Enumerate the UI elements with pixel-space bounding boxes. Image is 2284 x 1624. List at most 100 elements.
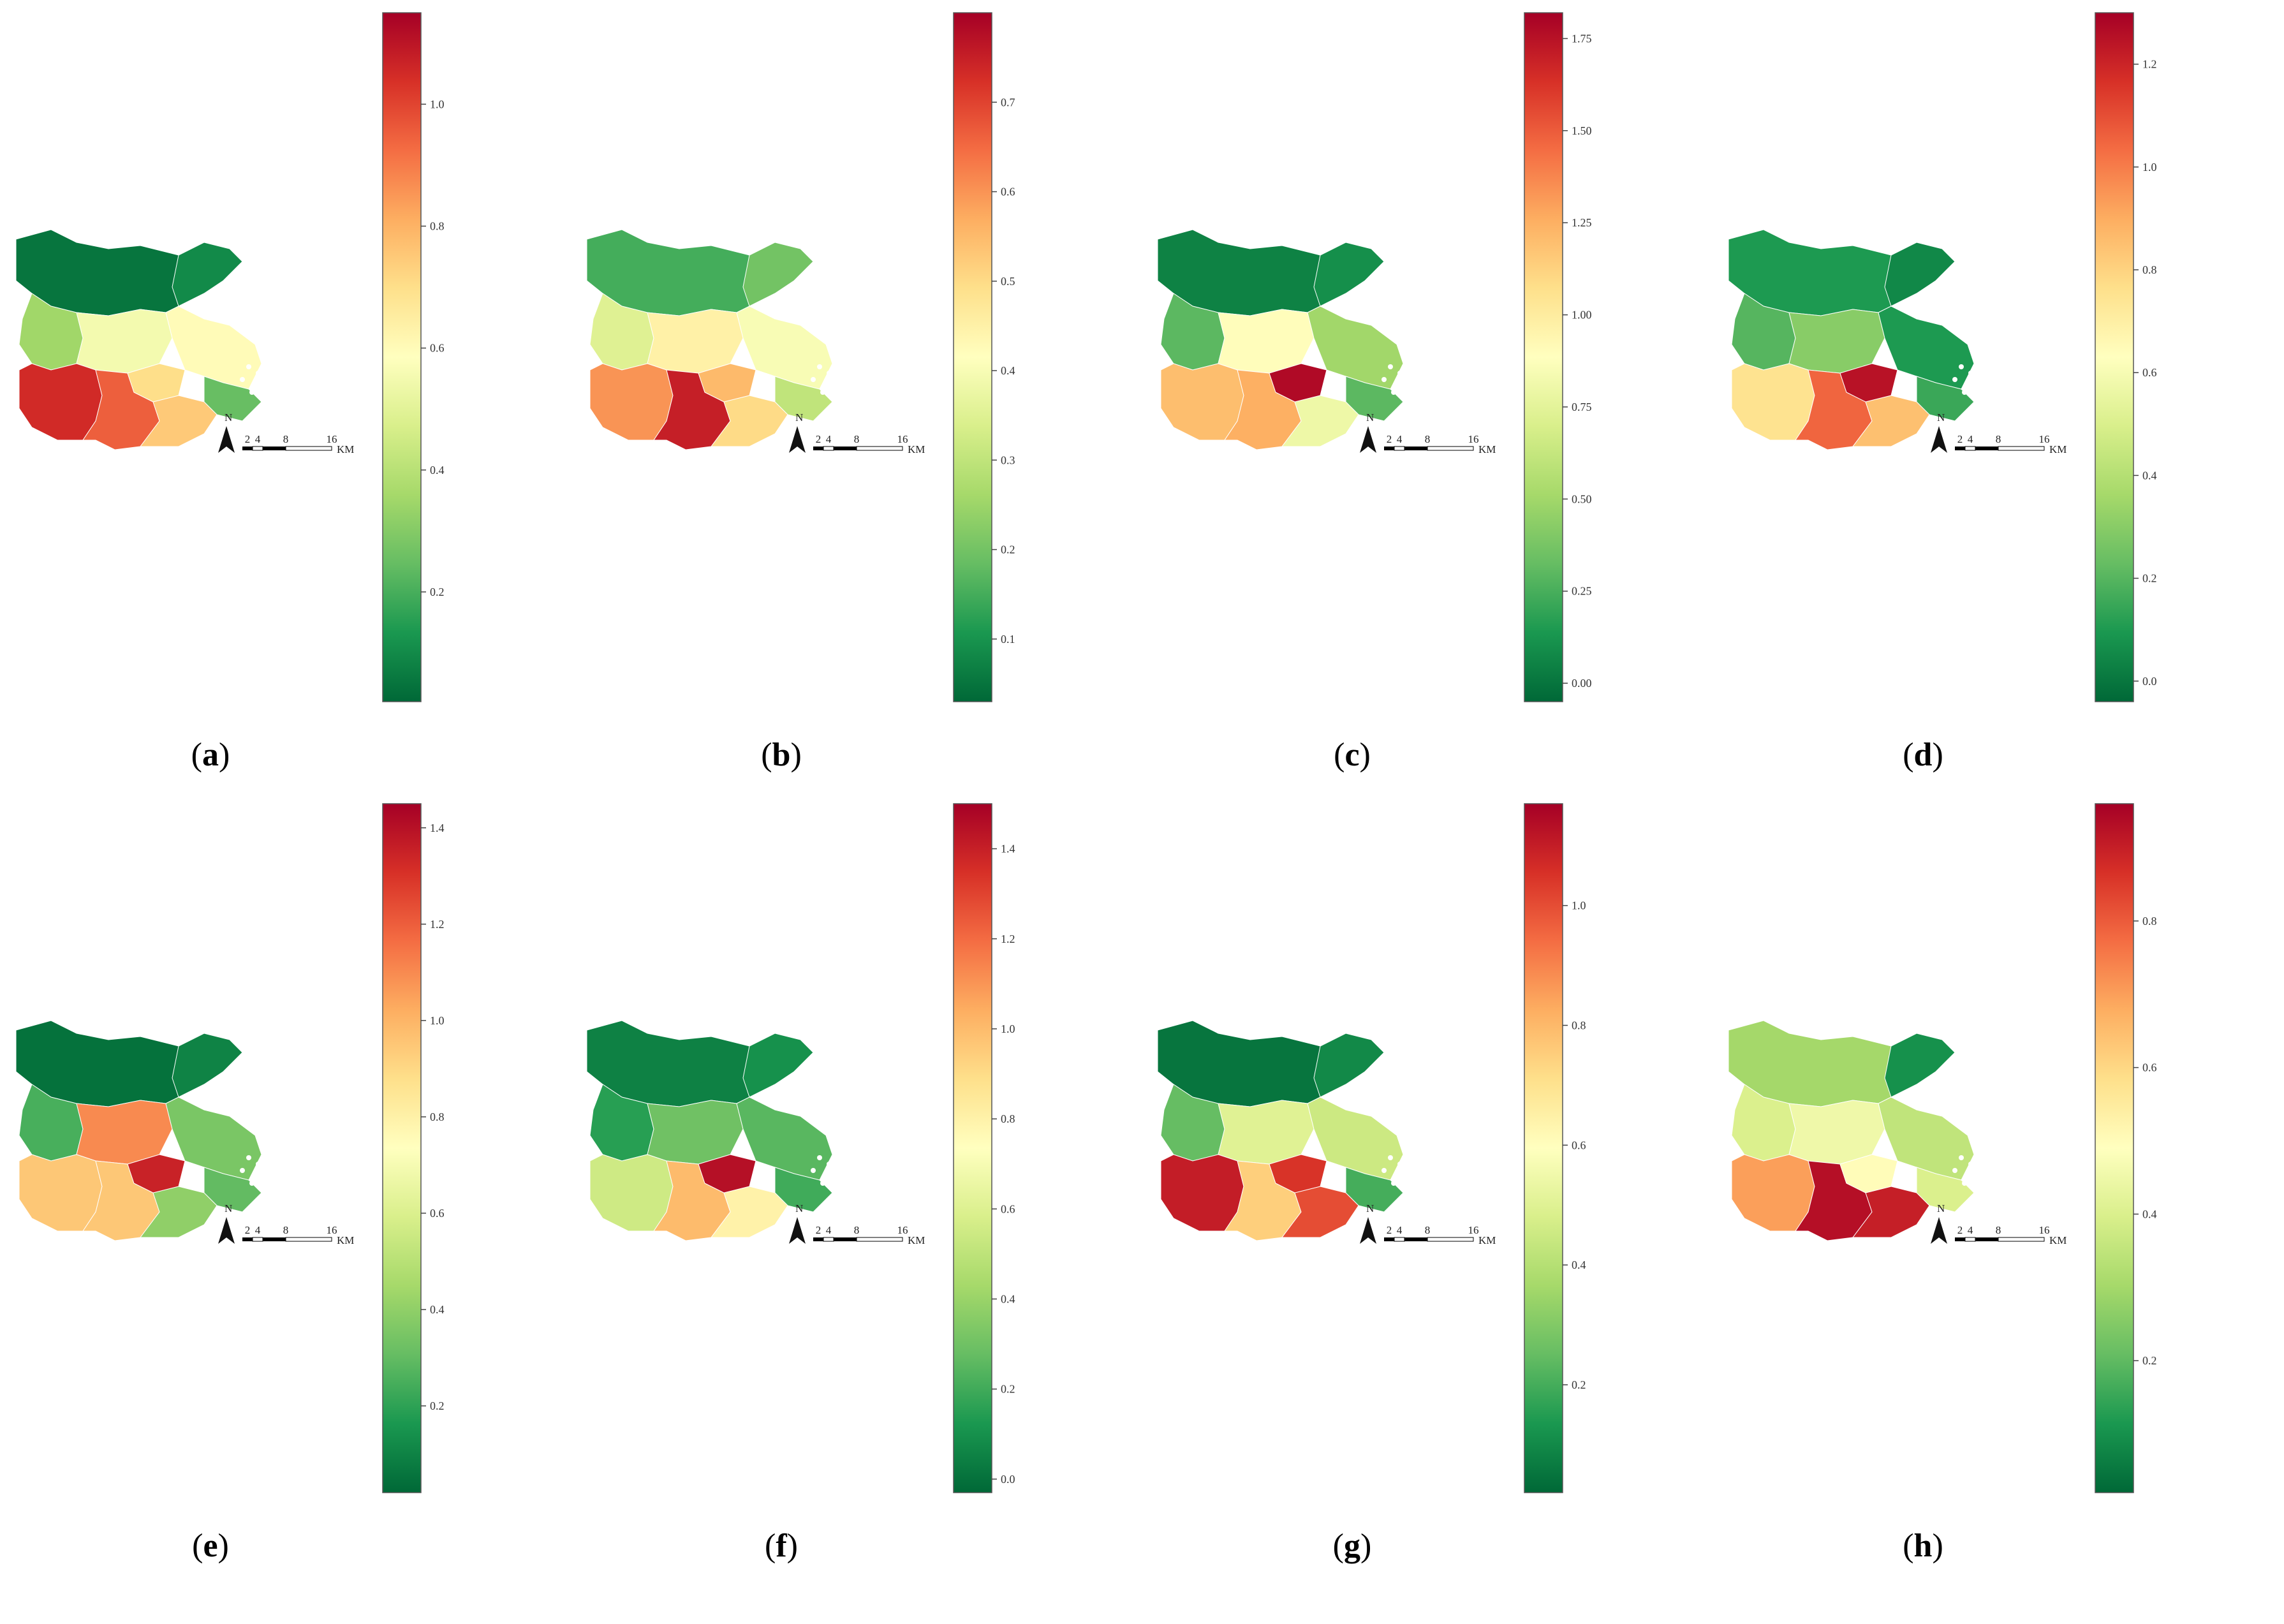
north-label: N <box>795 411 803 424</box>
colorbar-tick-label: 0.2 <box>430 586 445 598</box>
region-north-east <box>1313 1033 1385 1098</box>
colorbar-tick-label: 0.4 <box>2142 469 2157 482</box>
colorbar-b: 0.1 0.2 0.3 0.4 0.5 0.6 0.7 <box>953 12 1015 702</box>
scale-tick-label: 8 <box>1996 433 2001 445</box>
colorbar-tick-label: 0.1 <box>1001 633 1015 646</box>
colorbar-f: 0.0 0.2 0.4 0.6 0.8 1.0 1.2 1.4 <box>953 803 1015 1493</box>
colorbar-tick-label: 0.0 <box>1001 1473 1015 1486</box>
colorbar-tick-label: 0.4 <box>2142 1207 2157 1220</box>
colorbar-tick-label: 0.8 <box>2142 915 2157 927</box>
colorbar-tick-label: 1.2 <box>430 918 445 931</box>
scale-tick-label: 4 <box>255 1224 261 1236</box>
north-label: N <box>795 1202 803 1214</box>
region-middle-east <box>165 306 262 390</box>
region-south-west <box>589 1154 674 1232</box>
scale-tick-label: 8 <box>1996 1224 2001 1236</box>
region-middle-center <box>76 1100 173 1165</box>
colorbar-tick-label: 0.8 <box>1001 1112 1015 1125</box>
island-2 <box>811 377 816 382</box>
colorbar-tick-label: 0.2 <box>2142 1354 2157 1367</box>
north-arrow-icon <box>789 426 806 453</box>
colorbar-tick-label: 0.4 <box>1572 1259 1586 1271</box>
island-1 <box>827 371 832 376</box>
panel-label: (g) <box>1333 1528 1372 1564</box>
island-1 <box>256 1162 261 1167</box>
island-3 <box>1975 383 1980 388</box>
region-middle-center <box>1218 309 1315 374</box>
map-f <box>586 1020 838 1241</box>
colorbar-tick-label: 1.2 <box>2142 58 2157 71</box>
region-south-west <box>1731 1154 1815 1232</box>
island-0 <box>1388 1155 1393 1160</box>
scale-tick-label: 8 <box>1425 1224 1431 1236</box>
north-label: N <box>225 1202 232 1214</box>
scale-tick-label: 8 <box>1425 433 1431 445</box>
scale-tick-label: 4 <box>826 1224 832 1236</box>
region-south-west <box>1160 363 1244 441</box>
island-1 <box>827 1162 832 1167</box>
region-north-east <box>172 1033 243 1098</box>
map-d <box>1728 229 1980 450</box>
scale-tick-label: 8 <box>283 433 289 445</box>
island-0 <box>246 364 251 369</box>
panel-label: (e) <box>192 1528 229 1564</box>
region-north-east <box>1313 242 1385 307</box>
region-center <box>1269 1154 1327 1193</box>
region-north-east <box>742 242 814 307</box>
map-b <box>586 229 838 450</box>
colorbar-tick-label: 1.0 <box>2142 161 2157 173</box>
island-2 <box>1381 1168 1387 1173</box>
scale-tick-label: 2 <box>1957 1224 1963 1236</box>
region-north-east <box>1884 1033 1956 1098</box>
island-4 <box>1391 390 1396 395</box>
island-4 <box>249 390 254 395</box>
scale-tick-label: 4 <box>1968 1224 1973 1236</box>
colorbar-e: 0.2 0.4 0.6 0.8 1.0 1.2 1.4 <box>382 803 445 1493</box>
scale-unit: KM <box>1478 1234 1496 1246</box>
north-arrow-icon <box>789 1217 806 1244</box>
scale-tick-label: 2 <box>816 1224 822 1236</box>
scale-tick-label: 2 <box>245 1224 251 1236</box>
scale-unit: KM <box>337 443 354 455</box>
scale-tick-label: 16 <box>1468 433 1479 445</box>
island-4 <box>820 1181 825 1186</box>
island-3 <box>1975 1174 1980 1179</box>
north-label: N <box>1366 411 1374 424</box>
colorbar-tick-label: 0.2 <box>1572 1378 1586 1391</box>
region-middle-east <box>1878 1096 1975 1181</box>
colorbar-h: 0.2 0.4 0.6 0.8 <box>2095 803 2157 1493</box>
region-south-west <box>1160 1154 1244 1232</box>
scale-tick-label: 2 <box>1387 1224 1392 1236</box>
scale-unit: KM <box>2049 443 2067 455</box>
colorbar-d: 0.0 0.2 0.4 0.6 0.8 1.0 1.2 <box>2095 12 2157 702</box>
scale-tick-label: 2 <box>1387 433 1392 445</box>
scale-tick-label: 8 <box>283 1224 289 1236</box>
colorbar-ramp <box>2095 12 2134 702</box>
island-3 <box>262 1174 267 1179</box>
colorbar-ramp <box>1524 12 1563 702</box>
colorbar-g: 0.2 0.4 0.6 0.8 1.0 <box>1524 803 1586 1493</box>
colorbar-tick-label: 1.4 <box>1001 843 1015 855</box>
region-south-west <box>1731 363 1815 441</box>
colorbar-tick-label: 0.8 <box>2142 263 2157 276</box>
colorbar-tick-label: 0.6 <box>2142 1061 2157 1074</box>
region-south-east <box>1281 1186 1359 1238</box>
colorbar-tick-label: 0.50 <box>1572 492 1592 505</box>
island-4 <box>249 1181 254 1186</box>
colorbar-tick-label: 0.8 <box>430 1111 445 1123</box>
map-e <box>15 1020 267 1241</box>
island-4 <box>1391 1181 1396 1186</box>
